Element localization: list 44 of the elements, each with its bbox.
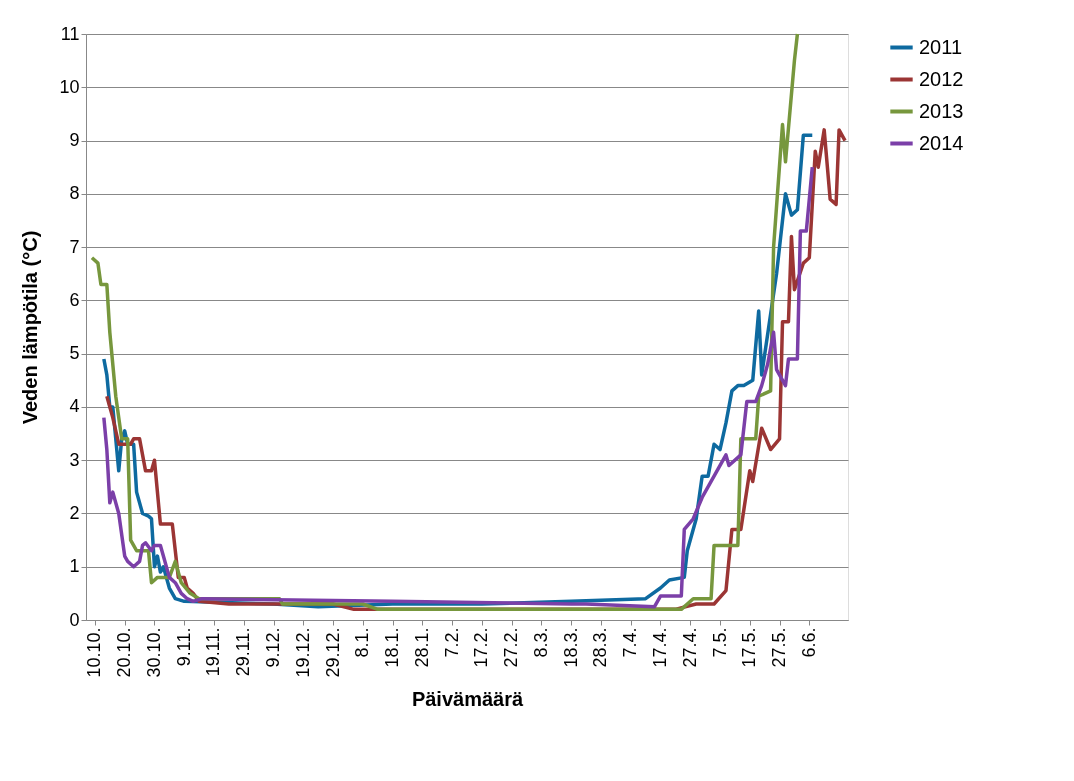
x-tick-label: 29.12. [322, 627, 343, 678]
y-tick-label: 1 [69, 556, 80, 577]
legend-label: 2011 [919, 35, 963, 58]
y-tick-label: 2 [69, 502, 80, 523]
x-tick-label: 17.4. [649, 627, 670, 668]
x-axis-title: Päivämäärä [411, 687, 524, 710]
x-tick-label: 17.5. [739, 627, 760, 668]
y-tick-label: 9 [69, 130, 80, 151]
x-tick-label: 7.2. [441, 627, 462, 658]
y-tick-label: 10 [59, 76, 80, 97]
legend-label: 2014 [919, 131, 964, 154]
x-tick-label: 30.10. [143, 627, 164, 678]
x-tick-label: 18.3. [560, 627, 581, 668]
y-tick-label: 0 [69, 609, 80, 630]
y-tick-label: 6 [69, 289, 80, 310]
y-tick-label: 5 [69, 343, 80, 364]
x-tick-label: 20.10. [114, 627, 135, 678]
x-tick-label: 28.1. [411, 627, 432, 668]
x-tick-label: 7.5. [709, 627, 730, 658]
x-tick-label: 27.5. [769, 627, 790, 668]
line-series [90, 32, 800, 612]
x-tick-label: 19.12. [292, 627, 313, 678]
x-tick-label: 18.1. [382, 627, 403, 668]
x-tick-label: 27.4. [679, 627, 700, 668]
legend-label: 2013 [919, 99, 964, 122]
x-tick-label: 27.2. [501, 627, 522, 668]
y-axis-title: Veden lämpötila (°C) [19, 230, 42, 425]
x-tick-label: 17.2. [471, 627, 492, 668]
x-tick-label: 9.11. [173, 627, 194, 667]
x-tick-label: 6.6. [798, 627, 819, 658]
x-tick-label: 10.10. [84, 627, 105, 678]
legend-label: 2012 [919, 67, 964, 90]
x-tick-label: 7.4. [620, 627, 641, 658]
y-tick-label: 4 [69, 396, 80, 417]
x-tick-label: 8.3. [530, 627, 551, 658]
x-tick-label: 8.1. [352, 627, 373, 658]
y-tick-label: 3 [69, 449, 80, 470]
y-tick-label: 7 [69, 236, 80, 257]
x-tick-label: 19.11. [203, 627, 224, 677]
y-tick-label: 11 [60, 23, 80, 44]
x-tick-label: 9.12. [263, 627, 284, 668]
x-tick-label: 29.11. [233, 627, 254, 677]
y-tick-label: 8 [69, 183, 80, 204]
x-tick-label: 28.3. [590, 627, 611, 668]
